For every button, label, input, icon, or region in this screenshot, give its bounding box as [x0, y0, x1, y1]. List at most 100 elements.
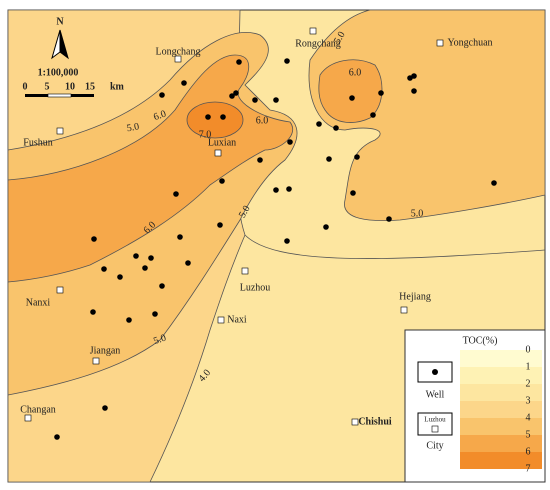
- scale-ratio: 1:100,000: [38, 67, 79, 78]
- well: [333, 125, 339, 131]
- legend-level: 3: [526, 395, 531, 406]
- legend-level: 1: [526, 361, 531, 372]
- well: [411, 88, 417, 94]
- city-label: Nanxi: [26, 297, 51, 308]
- well: [152, 311, 158, 317]
- scale-bar: [25, 93, 94, 98]
- city-label: Hejiang: [399, 291, 431, 302]
- city-sample-icon: [431, 425, 439, 433]
- well: [273, 97, 279, 103]
- city-label: Luxian: [208, 137, 236, 148]
- contour-4: [244, 234, 546, 259]
- north-arrow: N: [51, 16, 69, 60]
- well: [284, 58, 290, 64]
- well: [159, 92, 165, 98]
- scale-tick-label: 15: [85, 81, 95, 92]
- legend-city: City: [426, 440, 443, 451]
- well: [229, 93, 235, 99]
- well: [142, 265, 148, 271]
- city-icon: [56, 286, 64, 294]
- well: [205, 114, 211, 120]
- well: [349, 95, 355, 101]
- well: [102, 405, 108, 411]
- well: [90, 309, 96, 315]
- scale-tick-label: 0: [23, 81, 28, 92]
- contour-label: 5.0: [237, 204, 253, 220]
- legend-swatch: [460, 435, 542, 452]
- well: [273, 187, 279, 193]
- well: [54, 434, 60, 440]
- well: [220, 114, 226, 120]
- contour-label: 6.0: [349, 67, 362, 78]
- legend-level: 2: [526, 378, 531, 389]
- well: [126, 317, 132, 323]
- legend-level: 6: [526, 446, 531, 457]
- well: [350, 190, 356, 196]
- well: [378, 90, 384, 96]
- contour-label: 6.0: [256, 115, 269, 126]
- well-sample-dot: [432, 369, 438, 375]
- contour-label: 7.0: [199, 129, 212, 140]
- city-icon: [436, 39, 444, 47]
- well: [177, 234, 183, 240]
- toc-6-7: [318, 59, 383, 123]
- city-icon: [214, 149, 222, 157]
- contour-label: 5.0: [411, 208, 424, 219]
- well: [101, 266, 107, 272]
- legend-swatch: [460, 452, 542, 469]
- contour-label: 5.0: [152, 333, 168, 348]
- well: [326, 156, 332, 162]
- contour-label: 5.0: [126, 121, 140, 134]
- well: [257, 157, 263, 163]
- legend-level: 7: [526, 463, 531, 474]
- well: [354, 154, 360, 160]
- well: [491, 180, 497, 186]
- well: [284, 238, 290, 244]
- well: [185, 260, 191, 266]
- legend-swatch: [460, 384, 542, 401]
- well: [148, 255, 154, 261]
- well: [386, 216, 392, 222]
- city-icon: [400, 306, 408, 314]
- well: [219, 178, 225, 184]
- contour-label: 6.0: [152, 109, 168, 124]
- legend-level: 0: [526, 344, 531, 355]
- well-sample: [417, 361, 453, 383]
- well: [91, 236, 97, 242]
- well: [133, 253, 139, 259]
- well: [233, 90, 239, 96]
- city-icon: [351, 418, 359, 426]
- city-icon: [24, 414, 32, 422]
- legend-title: TOC(%): [463, 335, 498, 346]
- well: [323, 224, 329, 230]
- toc-7: [186, 101, 244, 139]
- city-icon: [92, 357, 100, 365]
- well: [316, 121, 322, 127]
- well: [159, 283, 165, 289]
- well: [117, 274, 123, 280]
- city-label: Chishui: [358, 416, 392, 427]
- well: [252, 97, 258, 103]
- city-label: Yongchuan: [447, 37, 492, 48]
- well: [181, 80, 187, 86]
- city-label: Changan: [20, 404, 56, 415]
- scale-tick-label: 5: [45, 81, 50, 92]
- legend-level: 5: [526, 429, 531, 440]
- legend-swatch: [460, 418, 542, 435]
- legend-swatch: [460, 350, 542, 367]
- city-sample: [417, 412, 453, 436]
- city-icon: [309, 27, 317, 35]
- well: [287, 139, 293, 145]
- well: [236, 59, 242, 65]
- city-icon: [174, 55, 182, 63]
- contour-label: 5.0: [332, 30, 348, 46]
- legend-swatch: [460, 401, 542, 418]
- city-label: Longchang: [156, 46, 201, 57]
- well: [286, 186, 292, 192]
- legend-well: Well: [426, 389, 445, 400]
- well: [370, 112, 376, 118]
- city-label: Rongchang: [295, 38, 341, 49]
- well: [411, 73, 417, 79]
- city-label: Fushun: [23, 137, 52, 148]
